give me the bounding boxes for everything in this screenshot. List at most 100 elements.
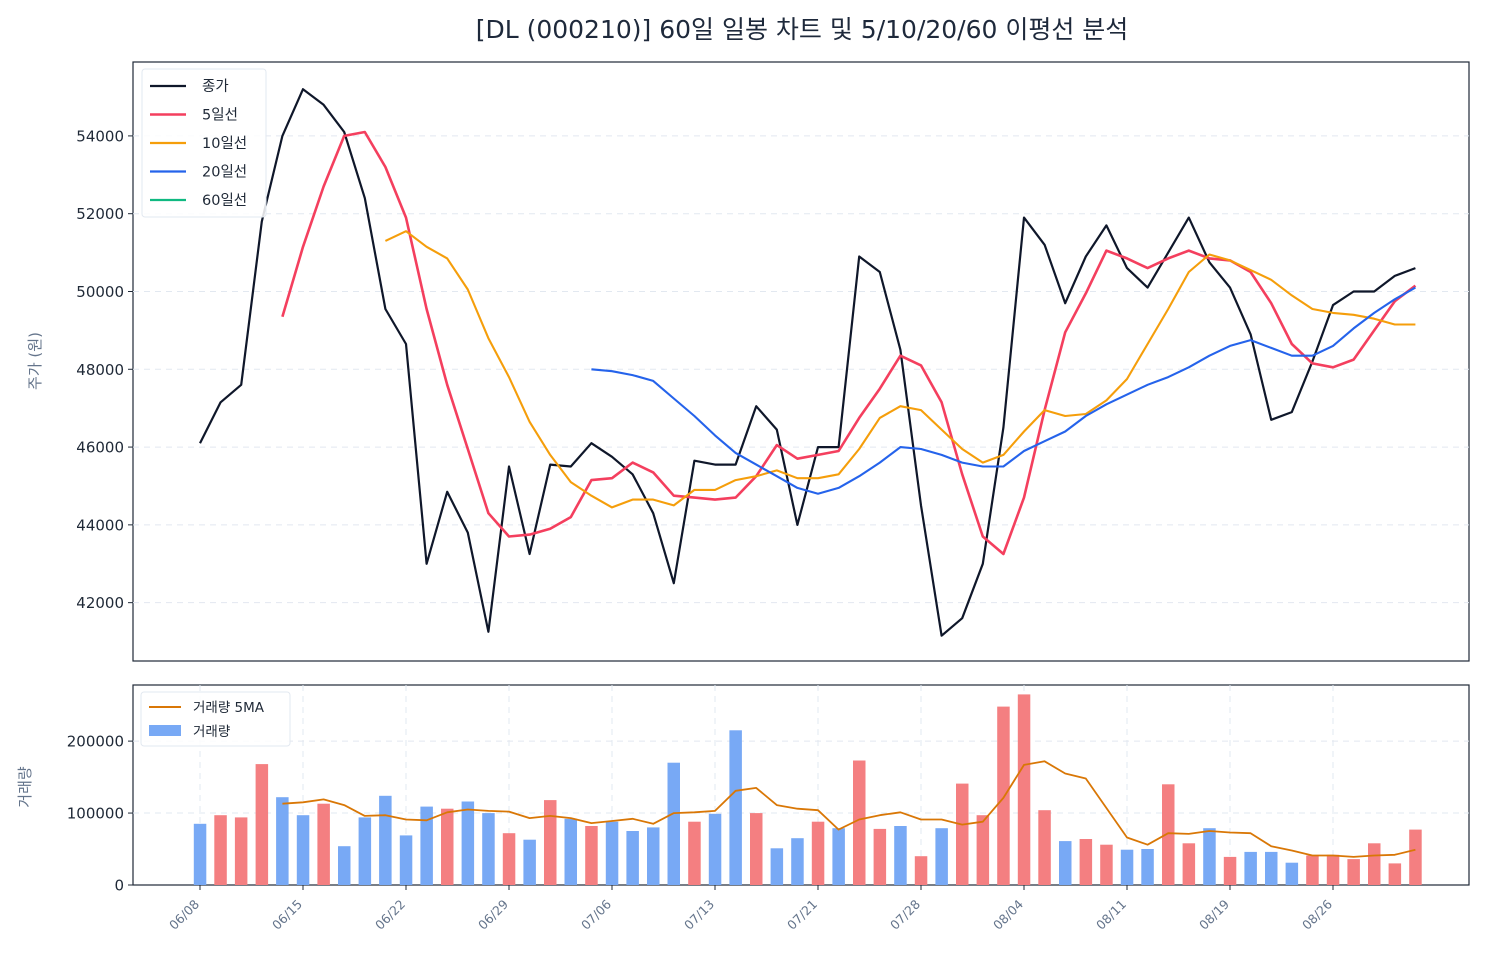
- series-line-ma-3: [591, 286, 1416, 495]
- x-tick-label: 08/04: [990, 896, 1026, 932]
- legend-label-volume-ma: 거래량 5MA: [193, 700, 265, 716]
- volume-bar: [255, 764, 269, 885]
- x-tick-label: 07/21: [784, 897, 820, 933]
- volume-bar: [791, 838, 804, 885]
- volume-bar: [523, 839, 536, 885]
- volume-bar: [1409, 829, 1422, 885]
- x-tick-label: 06/22: [372, 897, 408, 933]
- volume-bar: [1347, 859, 1360, 885]
- volume-bar: [914, 856, 928, 885]
- volume-bar: [750, 813, 763, 885]
- volume-bar: [853, 760, 866, 885]
- series-line-ma-2: [384, 230, 1416, 509]
- volume-y-ticks: 0 100000 200000: [67, 733, 133, 895]
- price-y-ticks: 42000 44000 46000 48000 50000 52000 54000: [76, 127, 133, 612]
- legend-label-0: 종가: [202, 78, 229, 95]
- volume-bar: [441, 808, 454, 885]
- volume-bar: [935, 828, 948, 885]
- volume-bar: [296, 815, 310, 885]
- x-tick-label: 06/08: [166, 896, 202, 932]
- volume-y-tick-label: 100000: [67, 805, 124, 823]
- price-y-tick-label: 46000: [76, 439, 124, 457]
- volume-bar: [234, 817, 248, 885]
- volume-bar: [214, 815, 227, 885]
- x-tick-label: 06/29: [475, 896, 511, 932]
- volume-bar: [1388, 863, 1402, 885]
- legend-label-volume: 거래량: [193, 724, 230, 740]
- volume-bar: [1203, 828, 1216, 885]
- volume-bar: [729, 730, 742, 885]
- volume-bar: [1100, 844, 1113, 885]
- legend-label-3: 20일선: [202, 164, 247, 181]
- volume-bars: [193, 694, 1422, 885]
- legend-label-1: 5일선: [202, 107, 238, 124]
- price-lines: [199, 88, 1417, 637]
- volume-bar: [276, 797, 289, 885]
- chart-title: [DL (000210)] 60일 일봉 차트 및 5/10/20/60 이평선…: [476, 15, 1129, 44]
- volume-x-ticks: 06/08 06/15 06/22 06/29 07/06 07/13 07/21 07/28…: [166, 885, 1335, 933]
- volume-bar: [811, 821, 825, 885]
- volume-bar: [667, 762, 680, 885]
- volume-bar: [1244, 851, 1257, 885]
- volume-bar: [1265, 851, 1278, 885]
- volume-bar: [770, 848, 784, 885]
- volume-bar: [1368, 843, 1381, 885]
- volume-bar: [956, 783, 969, 885]
- volume-bar: [997, 706, 1010, 885]
- volume-bar: [1306, 855, 1319, 885]
- legend-label-4: 60일선: [202, 192, 247, 209]
- volume-bar: [193, 823, 207, 885]
- legend-swatch-volume: [149, 725, 181, 736]
- x-tick-label: 07/06: [578, 896, 614, 932]
- volume-bar: [1326, 854, 1340, 885]
- volume-bar: [708, 813, 722, 885]
- legend-label-2: 10일선: [202, 135, 247, 152]
- price-panel-frame: [132, 61, 1470, 662]
- volume-bar: [626, 831, 639, 885]
- volume-bar: [688, 821, 701, 885]
- price-y-tick-label: 42000: [76, 594, 124, 612]
- volume-bar: [894, 826, 907, 885]
- price-y-tick-label: 52000: [76, 205, 124, 223]
- volume-bar: [502, 833, 516, 885]
- volume-bar: [1079, 839, 1093, 885]
- x-tick-label: 08/26: [1299, 896, 1335, 932]
- volume-bar: [358, 817, 372, 885]
- volume-bar: [399, 835, 413, 885]
- x-tick-label: 07/28: [887, 896, 923, 932]
- x-tick-label: 08/19: [1196, 896, 1232, 932]
- volume-bar: [379, 795, 392, 885]
- price-y-tick-label: 54000: [76, 127, 124, 145]
- volume-bar: [317, 803, 330, 885]
- volume-bar: [1223, 856, 1237, 885]
- volume-bar: [482, 813, 495, 885]
- volume-y-tick-label: 200000: [67, 733, 124, 751]
- x-tick-label: 08/11: [1093, 897, 1129, 933]
- volume-bar: [338, 846, 351, 885]
- volume-ma-path: [282, 760, 1416, 858]
- volume-bar: [420, 806, 433, 885]
- volume-bar: [461, 801, 475, 885]
- volume-y-tick-label: 0: [114, 877, 124, 895]
- volume-bar: [585, 826, 598, 885]
- volume-bar: [1162, 784, 1175, 885]
- volume-bar: [1059, 841, 1072, 885]
- price-y-axis-label: 주가 (원): [26, 332, 44, 390]
- volume-bar: [976, 815, 990, 885]
- volume-bar: [873, 828, 887, 885]
- volume-bar: [1017, 694, 1031, 885]
- price-legend: 종가 5일선 10일선 20일선 60일선: [141, 68, 267, 218]
- volume-bar: [1038, 810, 1051, 885]
- volume-bar: [1120, 849, 1134, 885]
- x-tick-label: 07/13: [681, 897, 717, 933]
- price-y-tick-label: 50000: [76, 283, 124, 301]
- price-y-tick-label: 44000: [76, 516, 124, 534]
- price-y-tick-label: 48000: [76, 361, 124, 379]
- volume-bar: [1285, 862, 1299, 885]
- volume-bar: [1141, 849, 1154, 885]
- series-line-close: [199, 88, 1416, 637]
- volume-legend: 거래량 5MA 거래량: [140, 691, 291, 747]
- price-legend-box: [141, 68, 267, 218]
